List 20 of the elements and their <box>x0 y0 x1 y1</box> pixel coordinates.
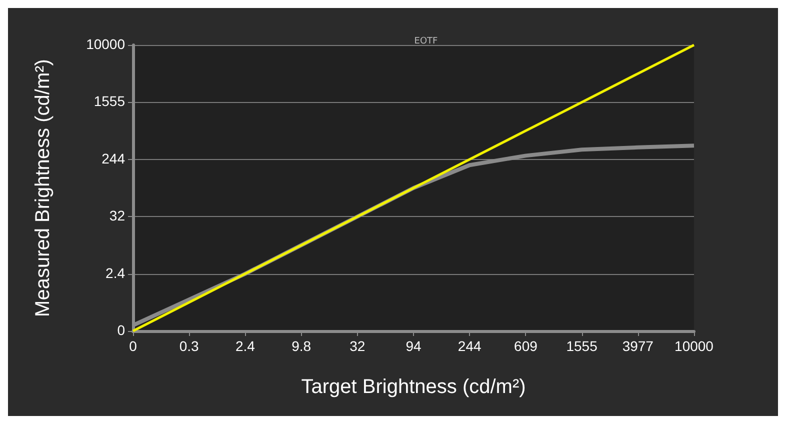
x-axis-title: Target Brightness (cd/m²) <box>301 376 526 398</box>
text: 244 <box>102 150 126 166</box>
x-tick-label: 10000 <box>674 338 714 354</box>
x-tick-label: 609 <box>514 338 538 354</box>
x-tick-label: 0.3 <box>179 338 200 354</box>
x-tick-label: 3977 <box>622 338 654 354</box>
text: 0 <box>117 322 126 338</box>
x-tick-label: 244 <box>458 338 482 354</box>
chart-title: EOTF <box>414 36 438 46</box>
x-tick-label: 9.8 <box>292 338 312 354</box>
y-axis-title: Measured Brightness (cd/m²) <box>32 59 54 317</box>
text: 10000 <box>86 36 126 52</box>
text: 1555 <box>94 93 126 110</box>
x-tick-label: 94 <box>406 338 422 354</box>
x-tick-label: 2.4 <box>235 338 256 354</box>
x-tick-label: 32 <box>350 338 366 354</box>
text: 32 <box>109 208 126 224</box>
text: 2.4 <box>106 264 126 281</box>
x-tick-label: 1555 <box>566 338 598 354</box>
x-tick-label: 0 <box>129 338 138 354</box>
